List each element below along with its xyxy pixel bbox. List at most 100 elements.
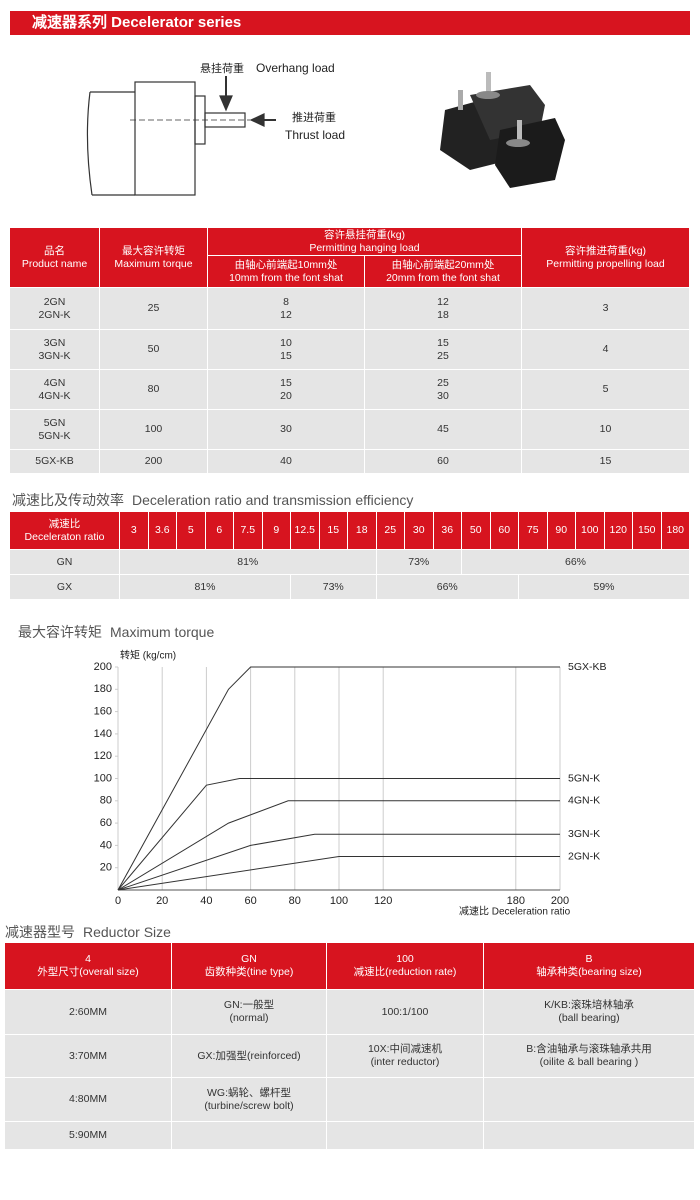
cell-text: 66%	[436, 580, 458, 593]
section-title: 减速器型号	[5, 924, 75, 940]
cell-text: 100	[144, 423, 163, 435]
cell-text: 5:90MM	[69, 1129, 107, 1141]
cell-text: 73%	[322, 580, 344, 593]
series-label: 4GN-K	[568, 795, 600, 807]
y-tick-label: 120	[94, 750, 112, 762]
cell-text: 齿数种类(tine type)	[204, 966, 294, 978]
cell-text: 3GN	[43, 336, 66, 349]
header-cell: 容许推进荷重(kg) Permitting propelling load	[522, 228, 690, 288]
option-cell	[327, 1122, 484, 1150]
cell-text: 4	[85, 953, 91, 965]
efficiency-cell: 66%	[462, 550, 690, 575]
cell-text: 81%	[194, 580, 216, 593]
section-subtitle: Maximum torque	[110, 624, 215, 640]
option-cell: 4:80MM	[5, 1078, 172, 1122]
y-tick-label: 80	[100, 795, 112, 807]
cell-text: 5GN-K	[38, 429, 71, 442]
value-cell: 50	[100, 330, 208, 370]
ratio-cell: 75	[519, 512, 548, 550]
cell-text: K/KB:滚珠培林轴承	[544, 999, 634, 1011]
cell-text: 180	[666, 524, 685, 536]
cell-text: 3:70MM	[69, 1049, 107, 1062]
option-cell: 3:70MM	[5, 1035, 172, 1078]
cell-text: 容许悬挂荷重(kg)	[323, 228, 406, 241]
cell-text: 18	[437, 308, 449, 321]
series-line	[117, 800, 560, 891]
cell-text: 由轴心前端起10mm处	[234, 258, 338, 271]
value-cell: 200	[100, 450, 208, 474]
cell-text: GX	[56, 580, 73, 593]
model-cell: 5GN 5GN-K	[10, 410, 100, 450]
cell-text: (oilite & ball bearing )	[539, 1056, 639, 1068]
cell-text: 120	[609, 524, 628, 536]
option-cell	[484, 1078, 695, 1122]
cell-text: 12.5	[294, 524, 315, 536]
y-axis-title: 转矩 (kg/cm)	[120, 649, 176, 662]
cell-text: 7.5	[240, 524, 256, 536]
cell-text: B:含油轴承与滚珠轴承共用	[526, 1043, 652, 1055]
header-cell: 由轴心前端起20mm处 20mm from the font shat	[365, 256, 522, 288]
cell-text: 2:60MM	[69, 1005, 107, 1018]
ratio-cell: 9	[262, 512, 291, 550]
thrust-label-cn: 推进荷重	[292, 110, 336, 124]
cell-text: 12	[437, 295, 449, 308]
cell-text: (normal)	[229, 1012, 269, 1024]
ratio-cell: 6	[205, 512, 234, 550]
ratio-cell: 3	[120, 512, 149, 550]
cell-text: 25	[147, 302, 160, 314]
cell-text: 5GX-KB	[35, 455, 74, 467]
cell-text: 10X:中间减速机	[367, 1043, 443, 1055]
cell-text: 60	[437, 455, 449, 467]
option-cell	[327, 1078, 484, 1122]
model-cell: 2GN 2GN-K	[10, 288, 100, 330]
cell-text: 100:1/100	[381, 1005, 429, 1018]
y-tick-label: 60	[100, 817, 112, 829]
cell-text: 容许推进荷重(kg)	[564, 244, 647, 257]
row-name: GN	[10, 550, 120, 575]
cell-text: 59%	[593, 580, 615, 593]
cell-text: 50	[147, 343, 160, 355]
option-cell	[484, 1122, 695, 1150]
ratio-cell: 180	[661, 512, 690, 550]
y-tick-label: 180	[94, 683, 112, 695]
y-tick-label: 160	[94, 706, 112, 718]
cell-text: 2GN-K	[38, 308, 71, 321]
x-tick-label: 0	[115, 895, 121, 907]
y-tick-label: 200	[94, 661, 112, 673]
cell-text: 80	[147, 383, 160, 395]
model-cell: 4GN 4GN-K	[10, 370, 100, 410]
cell-text: 3	[602, 302, 609, 314]
cell-text: 100	[580, 524, 599, 536]
y-tick-label: 100	[94, 772, 112, 784]
y-tick-label: 140	[94, 728, 112, 740]
value-cell: 80	[100, 370, 208, 410]
header-cell: 最大容许转矩 Maximum torque	[100, 228, 208, 288]
cell-text: B	[585, 953, 593, 965]
series-line	[117, 856, 560, 891]
chart-heading: 最大容许转矩 Maximum torque	[18, 622, 222, 642]
ratio-cell: 25	[376, 512, 405, 550]
section-subtitle: Deceleration ratio and transmission effi…	[132, 492, 414, 508]
cell-text: 3.6	[154, 524, 170, 536]
cell-text: (ball bearing)	[558, 1012, 620, 1024]
cell-text: GX:加强型(reinforced)	[197, 1049, 301, 1062]
x-tick-label: 200	[551, 895, 569, 907]
efficiency-cell: 59%	[519, 575, 690, 600]
cell-text: 10	[280, 336, 292, 349]
cell-text: Maximum torque	[114, 257, 193, 270]
header-cell: 4 外型尺寸(overall size)	[5, 943, 172, 990]
series-line	[117, 833, 560, 891]
value-cell: 10 15	[208, 330, 365, 370]
option-cell: 100:1/100	[327, 990, 484, 1035]
cell-text: 6	[216, 524, 223, 536]
cell-text: 30	[280, 423, 292, 435]
value-cell: 12 18	[365, 288, 522, 330]
cell-text: 10mm from the font shat	[229, 271, 343, 284]
series-line	[117, 666, 560, 891]
cell-text: 81%	[237, 555, 259, 568]
option-cell: K/KB:滚珠培林轴承 (ball bearing)	[484, 990, 695, 1035]
model-cell: 5GX-KB	[10, 450, 100, 474]
cell-text: 4:80MM	[69, 1093, 107, 1105]
